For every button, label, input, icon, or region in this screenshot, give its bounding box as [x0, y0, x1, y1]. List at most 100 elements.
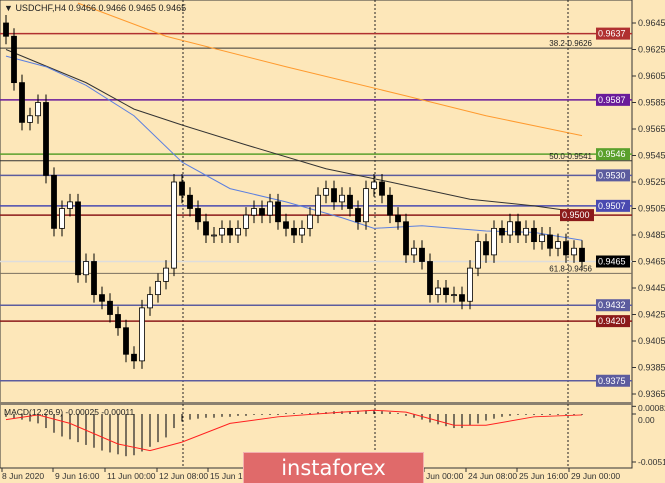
candle-body [483, 241, 489, 256]
y-tick-label: 0.9505 [638, 204, 665, 214]
y-tick-label: 0.9545 [638, 151, 665, 161]
price-level-tag [596, 315, 630, 328]
moving-average-line [5, 55, 583, 241]
watermark-logo: instaforex [243, 452, 424, 483]
candle-body [99, 294, 105, 302]
price-level-tag [596, 299, 630, 312]
candle-body [459, 294, 465, 302]
price-level-tag-label: 0.9465 [598, 257, 626, 267]
candle-body [219, 227, 225, 236]
candle-body [571, 247, 577, 256]
moving-average-line [77, 2, 583, 137]
candle-body [563, 241, 569, 256]
x-tick-label: 12 Jun 08:00 [159, 471, 208, 481]
candle-body [259, 208, 265, 216]
candle-body [331, 188, 337, 203]
price-level-tag [596, 169, 630, 182]
y-tick-label: 0.9465 [638, 257, 665, 267]
candle-body [187, 194, 193, 209]
price-level-tag-label: 0.9420 [598, 316, 626, 326]
candle-body [115, 314, 121, 329]
price-level-tag-label: 0.9637 [598, 29, 626, 39]
y-tick-label: 0.9405 [638, 336, 665, 346]
candle-body [147, 294, 153, 309]
candle-body [315, 194, 321, 216]
candle-body [171, 181, 177, 269]
y-tick-label: 0.9525 [638, 177, 665, 187]
chart-title: ▼ USDCHF,H4 0.9466 0.9466 0.9465 0.9465 [4, 3, 186, 13]
price-level-tag [560, 209, 594, 222]
candle-body [427, 261, 433, 296]
candle-body [555, 241, 561, 249]
x-tick-label: Jun 00:00 [426, 471, 464, 481]
candle-body [235, 227, 241, 236]
x-tick-label: 24 Jun 08:00 [468, 471, 517, 481]
main-plot [0, 2, 632, 382]
candle-body [163, 267, 169, 282]
x-tick-label: 8 Jun 2020 [2, 471, 44, 481]
x-tick-label: 9 Jun 16:00 [55, 471, 100, 481]
macd-title: MACD(12,26,9) -0.00025 -0.00011 [4, 407, 135, 417]
candle-body [443, 287, 449, 296]
candle-body [75, 201, 81, 276]
price-level-tag [596, 255, 630, 268]
candle-body [203, 221, 209, 236]
macd-y-tick-label: 0.00082 [638, 403, 665, 413]
candle-body [363, 188, 369, 223]
candle-body [371, 181, 377, 190]
price-level-tag [596, 199, 630, 212]
x-tick-label: 11 Jun 00:00 [107, 471, 156, 481]
price-level-tag-label: 0.9530 [598, 170, 626, 180]
x-tick-label: 29 Jun 00:00 [571, 471, 620, 481]
candle-body [467, 267, 473, 302]
candle-body [283, 221, 289, 229]
candle-body [419, 247, 425, 262]
candle-body [347, 194, 353, 209]
candle-body [291, 227, 297, 236]
candle-body [179, 181, 185, 196]
fibo-level-label: 38.2-0.9626 [549, 39, 592, 48]
fibo-level-label: 50.0-0.9541 [549, 152, 592, 161]
y-tick-label: 0.9365 [638, 389, 665, 399]
y-tick-label: 0.9445 [638, 283, 665, 293]
candle-body [299, 227, 305, 236]
candle-body [91, 261, 97, 296]
candle-body [139, 307, 145, 362]
macd-y-tick-label: 0.00 [638, 415, 655, 425]
candle-body [51, 174, 57, 229]
y-tick-label: 0.9485 [638, 230, 665, 240]
macd-signal-line [5, 409, 583, 452]
candle-body [275, 201, 281, 223]
symbol-dropdown-icon[interactable]: ▼ [4, 3, 13, 13]
price-level-tag-label: 0.9500 [562, 210, 590, 220]
candle-body [579, 247, 585, 262]
candle-body [123, 327, 129, 355]
x-tick-label: 25 Jun 16:00 [519, 471, 568, 481]
y-tick-label: 0.9385 [638, 363, 665, 373]
candle-body [379, 181, 385, 196]
candle-body [323, 188, 329, 196]
candle-body [3, 22, 9, 37]
candle-body [11, 35, 17, 84]
fibo-level-label: 61.8-0.9456 [549, 264, 592, 273]
candle-body [43, 102, 49, 176]
y-tick-label: 0.9585 [638, 98, 665, 108]
price-level-tag-label: 0.9507 [598, 201, 626, 211]
x-tick-label: 15 Jun 16:00 [210, 471, 259, 481]
candle-body [251, 208, 257, 216]
candle-body [435, 287, 441, 296]
candle-body [155, 280, 161, 296]
candle-body [515, 221, 521, 236]
price-level-tag [596, 374, 630, 387]
candle-body [267, 201, 273, 216]
price-level-tag-label: 0.9587 [598, 95, 626, 105]
y-tick-label: 0.9425 [638, 310, 665, 320]
price-level-tag-label: 0.9432 [598, 300, 626, 310]
candle-body [227, 227, 233, 236]
candle-body [59, 208, 65, 229]
candle-body [27, 115, 33, 123]
price-level-tag-label: 0.9375 [598, 376, 626, 386]
candle-body [195, 208, 201, 223]
